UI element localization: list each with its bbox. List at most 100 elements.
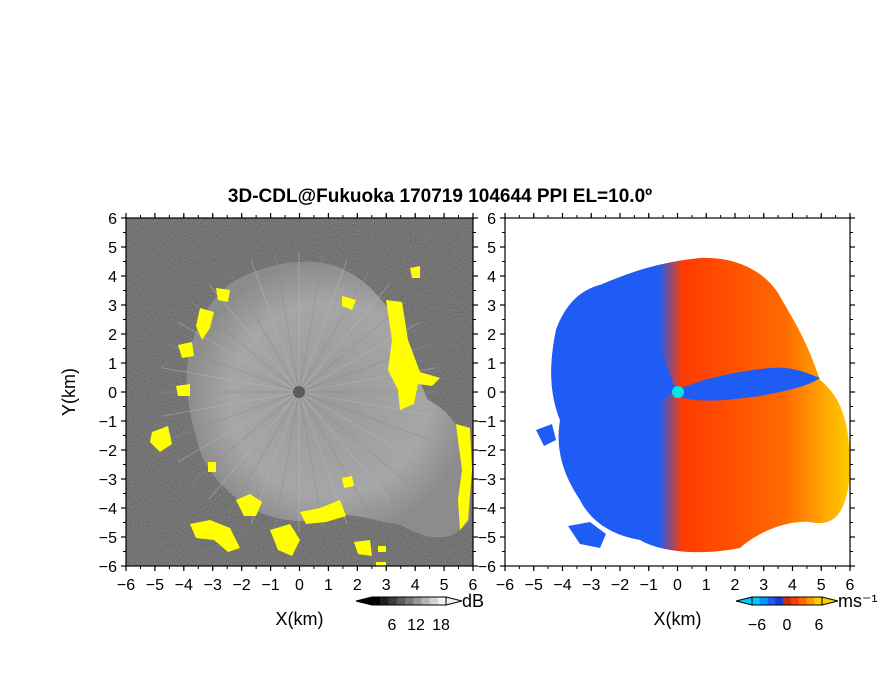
radial-streak	[298, 260, 348, 393]
snr-xtick-label: −4	[175, 577, 193, 594]
velocity-cbar-segment	[759, 597, 769, 605]
radial-streak	[298, 391, 407, 483]
snr-xtick-label: −5	[146, 577, 164, 594]
velocity-cbar-arrow-right	[821, 596, 839, 606]
velocity-cbar-tick: −6	[748, 617, 766, 634]
radial-streak	[298, 391, 421, 463]
radial-streak	[298, 284, 390, 393]
snr-cbar-segment	[396, 597, 406, 605]
doppler_velocity-xtick-label: 2	[731, 577, 740, 594]
doppler_velocity-ytick-label: −3	[478, 472, 496, 489]
velocity-cbar-segment	[783, 597, 792, 605]
doppler_velocity-xtick-label: 3	[759, 577, 768, 594]
radial-streak	[298, 391, 431, 441]
radial-streak	[274, 254, 300, 393]
doppler_velocity-xtick-label: 4	[788, 577, 797, 594]
doppler_velocity-ytick-label: 5	[487, 240, 496, 257]
snr-xtick-label: 5	[440, 577, 449, 594]
radar-site-marker	[293, 386, 305, 398]
doppler_velocity-ytick-label: 1	[487, 356, 496, 373]
velocity-cbar-segment	[806, 597, 815, 605]
snr-ytick-label: −1	[99, 414, 117, 431]
velocity-cbar-segment	[790, 597, 800, 605]
doppler_velocity-ytick-label: 6	[487, 211, 496, 228]
velocity-cbar-tick: 6	[815, 617, 824, 634]
doppler_velocity-xtick-label: 0	[673, 577, 682, 594]
snr-cbar-segment	[404, 597, 414, 605]
snr-ytick-label: 0	[108, 385, 117, 402]
doppler_velocity-xlabel: X(km)	[654, 609, 702, 629]
snr-cbar-segment	[421, 597, 431, 605]
axes: −6 −5 −4 −3 −2 −1 0 1 2 3 4 5 6 6 5 4 3 2 1 0 −1 −2 −3 −4 −5 −6 X(…	[59, 211, 855, 629]
snr-xtick-label: −2	[233, 577, 251, 594]
doppler_velocity-xtick-label: −4	[553, 577, 571, 594]
doppler_velocity-xtick-label: −1	[640, 577, 658, 594]
radial-streak	[298, 391, 324, 530]
snr-ytick-label: 5	[108, 240, 117, 257]
snr-ytick-label: 3	[108, 298, 117, 315]
doppler_velocity-xtick-label: −3	[582, 577, 600, 594]
snr-cbar-tick: 18	[432, 617, 450, 634]
snr-cbar-arrow-left	[355, 596, 373, 606]
velocity-negative-patch	[568, 522, 606, 548]
velocity-cbar-tick: 0	[783, 617, 792, 634]
velocity-panel	[505, 218, 850, 566]
doppler_velocity-ytick-label: −2	[478, 443, 496, 460]
snr-cbar-segment	[413, 597, 422, 605]
velocity-cbar-unit: ms⁻¹	[838, 591, 878, 611]
doppler_velocity-ytick-label: 4	[487, 269, 496, 286]
doppler_velocity-ytick-label: 2	[487, 327, 496, 344]
doppler_velocity-ytick-label: −4	[478, 501, 496, 518]
radial-streak	[298, 270, 370, 393]
snr-cbar-tick: 12	[407, 617, 425, 634]
velocity-cbar-segment	[767, 597, 776, 605]
snr-ytick-label: 4	[108, 269, 117, 286]
chart-title: 3D-CDL@Fukuoka 170719 104644 PPI EL=10.0…	[227, 186, 653, 207]
radial-streak	[167, 391, 300, 441]
snr-high-patches	[150, 266, 472, 566]
velocity-cbar-arrow-left	[735, 596, 753, 606]
radial-streak	[298, 301, 407, 393]
radial-streak	[161, 391, 300, 417]
snr-cbar-tick: 6	[388, 617, 397, 634]
radial-streak	[274, 391, 300, 530]
radial-streak	[161, 367, 300, 393]
radial-streak	[298, 254, 324, 393]
snr-xtick-label: 4	[411, 577, 420, 594]
velocity-cbar-segment	[752, 597, 761, 605]
doppler_velocity-xtick-label: −2	[611, 577, 629, 594]
colorbars: dB 6 12 18 ms⁻¹ −6 0 6	[355, 591, 878, 634]
snr-panel	[126, 218, 473, 566]
snr-ytick-label: 1	[108, 356, 117, 373]
snr-ytick-label: −6	[99, 559, 117, 576]
snr-xtick-label: 2	[353, 577, 362, 594]
doppler_velocity-ytick-label: −1	[478, 414, 496, 431]
radial-streak	[250, 260, 300, 393]
snr-echo-region	[186, 261, 471, 538]
doppler_velocity-ytick-label: −6	[478, 559, 496, 576]
snr-ytick-label: −5	[99, 530, 117, 547]
velocity-cbar-segment	[814, 597, 823, 605]
radial-streak	[228, 391, 300, 514]
doppler_velocity-ytick-label: 3	[487, 298, 496, 315]
radial-streak	[208, 391, 300, 500]
snr-xtick-label: 6	[469, 577, 478, 594]
snr-cbar-segment	[429, 597, 439, 605]
velocity-cbar-segment	[798, 597, 807, 605]
snr-ytick-label: 2	[108, 327, 117, 344]
radial-streak	[177, 391, 300, 463]
radial-streak	[298, 391, 390, 500]
doppler_velocity-xtick-label: 5	[817, 577, 826, 594]
radial-streak	[208, 284, 300, 393]
snr-ytick-label: 6	[108, 211, 117, 228]
snr-ytick-label: −3	[99, 472, 117, 489]
radial-streak	[298, 391, 370, 514]
radial-streak	[298, 391, 437, 417]
snr-ylabel: Y(km)	[59, 368, 79, 416]
doppler_velocity-ytick-label: 0	[487, 385, 496, 402]
snr-cbar-segment	[380, 597, 389, 605]
snr-cbar-segment	[437, 597, 447, 605]
snr-cbar-segment	[388, 597, 398, 605]
snr-xtick-label: 3	[382, 577, 391, 594]
